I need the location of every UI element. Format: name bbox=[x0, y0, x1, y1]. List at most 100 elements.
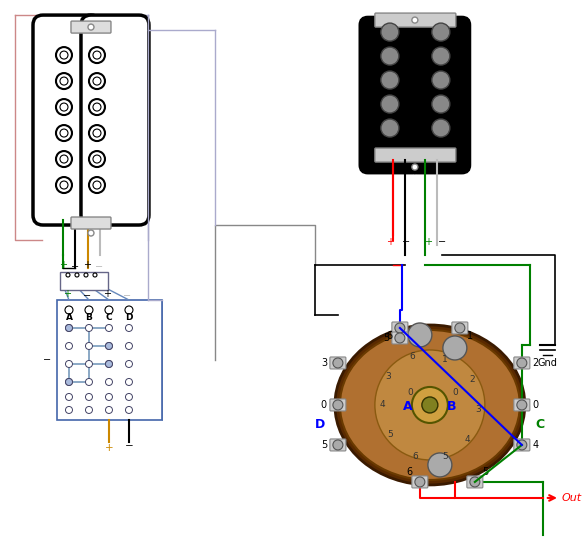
Circle shape bbox=[89, 47, 105, 63]
Circle shape bbox=[88, 230, 94, 236]
Ellipse shape bbox=[340, 330, 520, 480]
Circle shape bbox=[412, 17, 418, 23]
Text: 6: 6 bbox=[412, 452, 418, 461]
Text: 5: 5 bbox=[482, 467, 488, 477]
Text: +: + bbox=[59, 260, 67, 270]
Circle shape bbox=[470, 477, 480, 487]
Circle shape bbox=[93, 51, 101, 59]
FancyBboxPatch shape bbox=[392, 332, 408, 344]
Text: 2: 2 bbox=[533, 358, 539, 368]
Circle shape bbox=[395, 323, 405, 333]
Text: 3: 3 bbox=[321, 358, 327, 368]
Circle shape bbox=[89, 73, 105, 89]
Circle shape bbox=[125, 379, 132, 385]
FancyBboxPatch shape bbox=[514, 399, 530, 411]
Circle shape bbox=[333, 440, 343, 450]
Circle shape bbox=[56, 151, 72, 167]
FancyBboxPatch shape bbox=[81, 15, 149, 225]
Circle shape bbox=[86, 343, 93, 349]
Text: 4: 4 bbox=[379, 400, 384, 409]
Circle shape bbox=[105, 394, 113, 400]
FancyBboxPatch shape bbox=[409, 17, 470, 173]
Circle shape bbox=[432, 95, 450, 113]
Circle shape bbox=[89, 177, 105, 193]
FancyBboxPatch shape bbox=[467, 476, 483, 488]
Text: 6: 6 bbox=[409, 352, 415, 361]
Circle shape bbox=[66, 324, 73, 332]
Text: 0: 0 bbox=[321, 400, 327, 410]
Text: −: − bbox=[95, 262, 103, 272]
Circle shape bbox=[428, 453, 452, 477]
FancyBboxPatch shape bbox=[33, 15, 101, 225]
Circle shape bbox=[381, 119, 399, 137]
Text: −: − bbox=[125, 441, 134, 451]
Circle shape bbox=[432, 71, 450, 89]
Circle shape bbox=[415, 477, 425, 487]
Circle shape bbox=[86, 407, 93, 413]
Text: −: − bbox=[43, 355, 51, 365]
Circle shape bbox=[56, 73, 72, 89]
Text: −: − bbox=[71, 262, 79, 272]
Circle shape bbox=[422, 397, 438, 413]
Text: C: C bbox=[105, 314, 113, 323]
Circle shape bbox=[105, 306, 113, 314]
Circle shape bbox=[66, 379, 73, 385]
Text: A: A bbox=[66, 314, 73, 323]
Circle shape bbox=[432, 119, 450, 137]
Circle shape bbox=[517, 400, 527, 410]
Circle shape bbox=[60, 129, 68, 137]
Circle shape bbox=[333, 358, 343, 368]
Text: −: − bbox=[402, 237, 410, 247]
Circle shape bbox=[412, 164, 418, 170]
Circle shape bbox=[443, 336, 467, 360]
Circle shape bbox=[517, 358, 527, 368]
Circle shape bbox=[65, 306, 73, 314]
Text: 3: 3 bbox=[385, 372, 391, 381]
Text: +: + bbox=[386, 237, 394, 247]
Text: −: − bbox=[438, 237, 446, 247]
Text: 3: 3 bbox=[475, 405, 481, 414]
Circle shape bbox=[105, 343, 113, 349]
Circle shape bbox=[381, 23, 399, 41]
Text: 0: 0 bbox=[407, 389, 413, 398]
Circle shape bbox=[56, 125, 72, 141]
Circle shape bbox=[66, 379, 73, 385]
Circle shape bbox=[105, 379, 113, 385]
Circle shape bbox=[56, 177, 72, 193]
Text: 1: 1 bbox=[467, 331, 473, 341]
Circle shape bbox=[56, 99, 72, 115]
Text: −: − bbox=[123, 291, 131, 301]
Circle shape bbox=[89, 125, 105, 141]
Text: 0: 0 bbox=[452, 389, 458, 398]
Text: +: + bbox=[105, 443, 113, 453]
Bar bbox=[60, 272, 108, 290]
Circle shape bbox=[56, 47, 72, 63]
Text: 4: 4 bbox=[533, 440, 539, 450]
Circle shape bbox=[93, 103, 101, 111]
Circle shape bbox=[375, 350, 485, 460]
FancyBboxPatch shape bbox=[330, 439, 346, 451]
Circle shape bbox=[66, 273, 70, 277]
FancyBboxPatch shape bbox=[360, 17, 421, 173]
Text: +: + bbox=[424, 237, 432, 247]
Circle shape bbox=[66, 394, 73, 400]
Circle shape bbox=[105, 324, 113, 332]
Text: 5: 5 bbox=[387, 431, 393, 440]
Circle shape bbox=[455, 323, 465, 333]
Circle shape bbox=[381, 47, 399, 65]
Text: Gnd: Gnd bbox=[538, 358, 558, 368]
Text: 5: 5 bbox=[442, 452, 448, 461]
Text: 4: 4 bbox=[465, 436, 471, 445]
FancyBboxPatch shape bbox=[514, 357, 530, 369]
Circle shape bbox=[75, 273, 79, 277]
Circle shape bbox=[105, 361, 113, 367]
FancyBboxPatch shape bbox=[412, 476, 428, 488]
Text: D: D bbox=[125, 314, 132, 323]
Text: 6: 6 bbox=[407, 467, 413, 477]
Circle shape bbox=[89, 151, 105, 167]
Text: +: + bbox=[83, 260, 91, 270]
FancyBboxPatch shape bbox=[514, 439, 530, 451]
Circle shape bbox=[517, 440, 527, 450]
Circle shape bbox=[89, 99, 105, 115]
Circle shape bbox=[333, 400, 343, 410]
